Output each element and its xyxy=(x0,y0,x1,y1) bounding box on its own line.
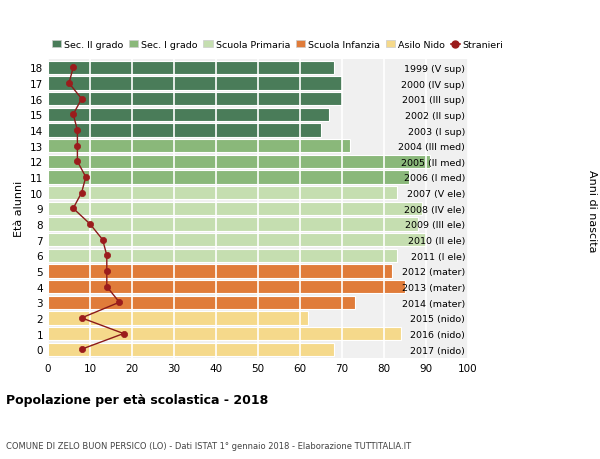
Bar xyxy=(48,171,409,184)
Bar xyxy=(48,249,397,263)
Bar xyxy=(48,343,334,356)
Bar xyxy=(48,265,392,278)
Text: COMUNE DI ZELO BUON PERSICO (LO) - Dati ISTAT 1° gennaio 2018 - Elaborazione TUT: COMUNE DI ZELO BUON PERSICO (LO) - Dati … xyxy=(6,441,411,450)
Bar xyxy=(48,280,405,294)
Bar xyxy=(48,218,418,231)
Bar xyxy=(48,187,397,200)
Bar xyxy=(48,124,321,137)
Bar xyxy=(48,327,401,341)
Bar xyxy=(48,312,308,325)
Legend: Sec. II grado, Sec. I grado, Scuola Primaria, Scuola Infanzia, Asilo Nido, Stran: Sec. II grado, Sec. I grado, Scuola Prim… xyxy=(48,37,508,54)
Text: Popolazione per età scolastica - 2018: Popolazione per età scolastica - 2018 xyxy=(6,393,268,406)
Bar xyxy=(48,234,426,247)
Bar xyxy=(48,62,334,75)
Bar xyxy=(48,155,430,168)
Bar xyxy=(48,108,329,122)
Bar xyxy=(48,93,342,106)
Bar xyxy=(48,202,422,215)
Y-axis label: Età alunni: Età alunni xyxy=(14,181,25,237)
Bar xyxy=(48,296,355,309)
Bar xyxy=(48,140,350,153)
Bar xyxy=(48,77,342,90)
Text: Anni di nascita: Anni di nascita xyxy=(587,170,597,252)
